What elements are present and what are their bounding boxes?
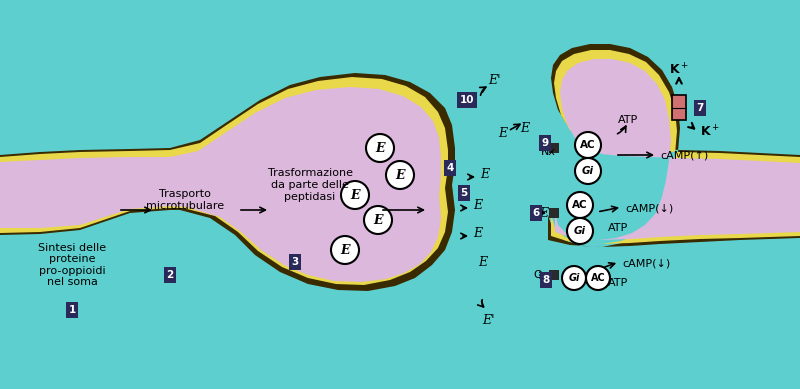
Text: AC: AC — [572, 200, 588, 210]
Text: 1: 1 — [68, 305, 76, 315]
Text: E: E — [498, 126, 507, 140]
Circle shape — [562, 266, 586, 290]
Text: E: E — [478, 256, 487, 268]
Text: 3: 3 — [291, 257, 298, 267]
Text: E: E — [521, 121, 530, 135]
Text: 4: 4 — [446, 163, 454, 173]
Text: cAMP(↓): cAMP(↓) — [622, 258, 670, 268]
Text: ATP: ATP — [608, 278, 628, 288]
Text: 9: 9 — [542, 138, 549, 148]
Text: E: E — [340, 244, 350, 256]
Text: cAMP(↓): cAMP(↓) — [625, 203, 674, 213]
Circle shape — [341, 181, 369, 209]
Circle shape — [575, 158, 601, 184]
Polygon shape — [555, 59, 800, 240]
Text: E': E' — [488, 74, 500, 86]
Text: Gi: Gi — [568, 273, 580, 283]
Text: Nx: Nx — [541, 147, 556, 157]
Circle shape — [331, 236, 359, 264]
FancyBboxPatch shape — [549, 208, 559, 218]
Text: Op: Op — [534, 270, 549, 280]
Text: cAMP(↑): cAMP(↑) — [660, 150, 708, 160]
Text: 8: 8 — [542, 275, 550, 285]
Polygon shape — [0, 87, 441, 282]
Text: E: E — [374, 214, 382, 226]
Text: 10: 10 — [460, 95, 474, 105]
FancyBboxPatch shape — [549, 270, 559, 280]
Text: 5: 5 — [460, 188, 468, 198]
Text: E': E' — [482, 314, 494, 326]
Text: Gi: Gi — [582, 166, 594, 176]
FancyBboxPatch shape — [549, 143, 559, 153]
Text: E: E — [480, 168, 489, 180]
Text: Gi: Gi — [574, 226, 586, 236]
Text: E: E — [473, 198, 482, 212]
Text: K$^+$: K$^+$ — [669, 62, 689, 78]
Circle shape — [386, 161, 414, 189]
Circle shape — [575, 132, 601, 158]
Text: E: E — [473, 226, 482, 240]
Text: AC: AC — [580, 140, 596, 150]
Text: Trasformazione
da parte delle
peptidasi: Trasformazione da parte delle peptidasi — [267, 168, 353, 202]
Text: AC: AC — [590, 273, 606, 283]
Circle shape — [567, 192, 593, 218]
Text: 7: 7 — [696, 103, 704, 113]
Text: E: E — [539, 207, 548, 219]
Text: Trasporto
microtubulare: Trasporto microtubulare — [146, 189, 224, 211]
Circle shape — [567, 218, 593, 244]
Text: E: E — [350, 189, 360, 202]
Polygon shape — [0, 77, 448, 285]
Circle shape — [366, 134, 394, 162]
Text: Sintesi delle
proteine
pro-oppioidi
nel soma: Sintesi delle proteine pro-oppioidi nel … — [38, 243, 106, 287]
Text: E: E — [375, 142, 385, 154]
Text: E: E — [395, 168, 405, 182]
Circle shape — [364, 206, 392, 234]
Text: K$^+$: K$^+$ — [700, 124, 720, 140]
Text: 2: 2 — [166, 270, 174, 280]
Polygon shape — [551, 50, 800, 244]
Text: ATP: ATP — [618, 115, 638, 125]
Polygon shape — [548, 44, 800, 247]
Text: 6: 6 — [532, 208, 540, 218]
Text: ATP: ATP — [608, 223, 628, 233]
FancyBboxPatch shape — [672, 95, 686, 120]
Circle shape — [586, 266, 610, 290]
Polygon shape — [0, 73, 455, 291]
